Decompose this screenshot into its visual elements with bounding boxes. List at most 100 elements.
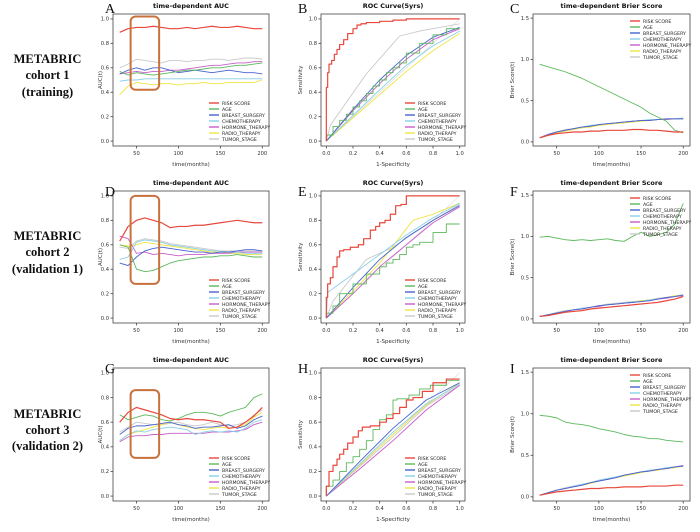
series-RISK SCORE [325, 18, 460, 142]
series-AGE [325, 379, 460, 497]
svg-text:CHEMOTHERAPY: CHEMOTHERAPY [222, 296, 261, 302]
chart-title: time-dependent Brier Score [561, 2, 663, 10]
series-AGE [119, 393, 263, 422]
series-HORMONE_THERAPY [326, 384, 460, 497]
series-BREAST_SURGERY [325, 205, 460, 319]
svg-text:0.0: 0.0 [322, 506, 330, 512]
series-RADIO_THERAPY [119, 241, 263, 256]
cohort-3-subtitle: (validation 2) [11, 439, 84, 454]
svg-text:0.2: 0.2 [101, 114, 109, 120]
svg-text:0.0: 0.0 [101, 316, 109, 322]
series-TUMOR_STAGE [539, 294, 684, 317]
series-CHEMOTHERAPY [119, 239, 263, 260]
svg-text:150: 150 [215, 328, 225, 334]
svg-text:200: 200 [678, 328, 688, 334]
svg-text:0.4: 0.4 [101, 90, 110, 96]
series-TUMOR_STAGE [539, 118, 684, 139]
svg-text:RISK SCORE: RISK SCORE [222, 456, 250, 462]
chart-svg-E: ROC Curve(5yrs)0.0 0.2 0.4 0.6 0.8 1.00.00.20… [298, 179, 466, 345]
series-lines [119, 25, 263, 95]
svg-text:TUMOR_STAGE: TUMOR_STAGE [417, 492, 453, 498]
panel-E: E ROC Curve(5yrs) 0.0 0.2 0.4 0.6 0.8 1.0 0.0 0.… [295, 177, 507, 354]
svg-text:0.6: 0.6 [101, 420, 109, 426]
svg-text:BREAST_SURGERY: BREAST_SURGERY [643, 385, 686, 391]
series-TUMOR_STAGE [119, 57, 263, 69]
svg-text:RISK SCORE: RISK SCORE [418, 278, 446, 284]
y-axis-label: Sensitivity [298, 419, 304, 448]
svg-text:HORMONE_THERAPY: HORMONE_THERAPY [418, 480, 466, 486]
legend: RISK SCOREAGEBREAST_SURGERYCHEMOTHERAPYH… [630, 19, 691, 61]
svg-text:0.8: 0.8 [101, 395, 109, 401]
series-CHEMOTHERAPY [119, 78, 263, 82]
svg-text:0.2: 0.2 [309, 291, 317, 297]
svg-text:0.0: 0.0 [521, 495, 529, 501]
svg-text:0.6: 0.6 [309, 420, 317, 426]
svg-text:AGE: AGE [418, 284, 428, 290]
y-axis-label: Sensitivity [298, 242, 304, 271]
svg-text:0.6: 0.6 [402, 506, 410, 512]
legend: RISK SCOREAGEBREAST_SURGERYCHEMOTHERAPYH… [209, 456, 270, 498]
row-label-cohort-2: METABRIC cohort 2 (validation 1) [0, 177, 95, 354]
svg-text:AGE: AGE [222, 107, 232, 113]
svg-text:TUMOR_STAGE: TUMOR_STAGE [642, 232, 678, 238]
series-TUMOR_STAGE [325, 23, 460, 142]
svg-text:0.2: 0.2 [349, 151, 357, 157]
svg-text:RISK SCORE: RISK SCORE [222, 101, 250, 107]
series-CHEMOTHERAPY [539, 117, 684, 139]
svg-text:BREAST_SURGERY: BREAST_SURGERY [643, 31, 686, 37]
panel-D: D time-dependent AUC 50 100 150 200 0.0 0.2 0.4… [95, 177, 295, 354]
svg-text:100: 100 [594, 328, 604, 334]
svg-text:BREAST_SURGERY: BREAST_SURGERY [418, 468, 461, 474]
svg-text:0.0: 0.0 [521, 317, 529, 323]
chart-title: time-dependent AUC [153, 2, 229, 10]
svg-text:0.6: 0.6 [309, 243, 317, 249]
panel-letter-E: E [298, 185, 307, 200]
svg-text:0.8: 0.8 [101, 218, 109, 224]
axes [110, 13, 270, 149]
series-HORMONE_THERAPY [326, 206, 460, 319]
svg-text:0.5: 0.5 [521, 453, 529, 459]
panel-C: C time-dependent Brier Score 50 100 150 200 0… [507, 0, 700, 177]
tick-labels: 50 100 150 200 0.0 0.2 0.4 0.6 0.8 1.0 [101, 17, 267, 157]
x-axis-label: 1-Specificity [376, 517, 411, 523]
svg-text:CHEMOTHERAPY: CHEMOTHERAPY [418, 119, 457, 125]
svg-text:HORMONE_THERAPY: HORMONE_THERAPY [222, 480, 270, 486]
series-lines [325, 18, 460, 142]
series-BREAST_SURGERY [119, 246, 263, 267]
axes [530, 13, 691, 149]
panel-A: A time-dependent AUC 50 100 150 200 0.0 0.2 0.4… [95, 0, 295, 177]
series-AGE [539, 203, 684, 242]
svg-text:0.2: 0.2 [309, 114, 317, 120]
svg-text:CHEMOTHERAPY: CHEMOTHERAPY [418, 296, 457, 302]
svg-text:RISK SCORE: RISK SCORE [643, 19, 671, 25]
svg-text:0.0: 0.0 [309, 494, 317, 500]
svg-text:1.0: 1.0 [456, 151, 464, 157]
svg-text:CHEMOTHERAPY: CHEMOTHERAPY [222, 474, 261, 480]
series-RISK SCORE [119, 406, 263, 429]
chart-auc-cohort2: time-dependent AUC 50 100 150 200 0.0 0.2 0.4 0.… [95, 177, 295, 354]
legend: RISK SCOREAGEBREAST_SURGERYCHEMOTHERAPYH… [405, 101, 466, 143]
svg-text:0.0: 0.0 [521, 140, 529, 146]
series-lines [325, 378, 460, 497]
axes [318, 367, 466, 504]
svg-text:1.5: 1.5 [521, 16, 529, 22]
svg-text:HORMONE_THERAPY: HORMONE_THERAPY [222, 125, 270, 131]
chart-svg-H: ROC Curve(5yrs)0.0 0.2 0.4 0.6 0.8 1.00.00.20… [298, 356, 466, 523]
svg-text:1.0: 1.0 [456, 328, 464, 334]
series-RISK SCORE [119, 217, 263, 242]
svg-text:AGE: AGE [643, 25, 653, 31]
highlight-box [129, 194, 161, 285]
legend: RISK SCOREAGEBREAST_SURGERYCHEMOTHERAPYH… [405, 456, 466, 498]
panel-letter-B: B [298, 2, 308, 17]
series-RISK SCORE [539, 484, 684, 496]
cohort-1-subtitle: (training) [21, 84, 74, 99]
chart-title: time-dependent AUC [153, 356, 229, 364]
series-AGE [539, 414, 684, 443]
svg-text:1.0: 1.0 [101, 194, 109, 200]
y-axis-label: AUC(t) [98, 248, 104, 266]
series-BREAST_SURGERY [119, 415, 263, 435]
svg-text:0.0: 0.0 [309, 139, 317, 145]
svg-text:CHEMOTHERAPY: CHEMOTHERAPY [222, 119, 261, 125]
svg-text:0.8: 0.8 [429, 151, 437, 157]
x-axis-label: 1-Specificity [376, 162, 411, 168]
